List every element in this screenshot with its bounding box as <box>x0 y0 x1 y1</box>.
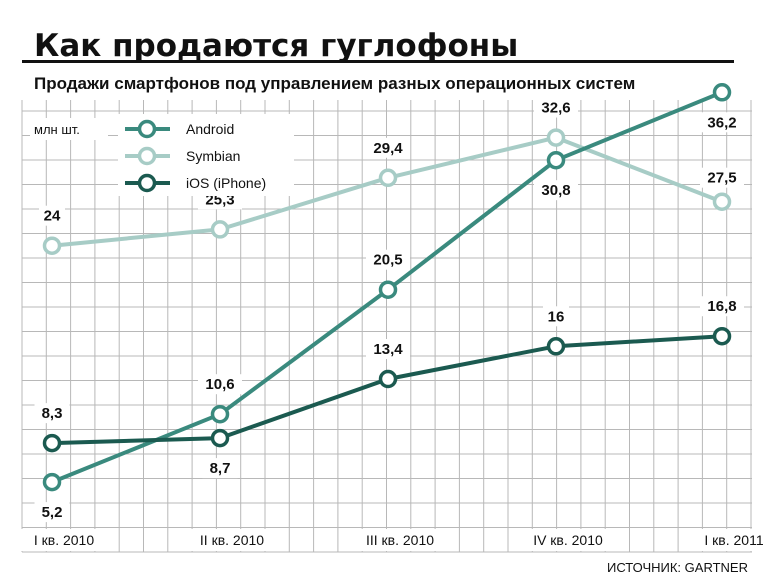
source-label: ИСТОЧНИК: GARTNER <box>607 560 748 575</box>
data-label-android: 20,5 <box>373 252 402 269</box>
data-label-background <box>366 249 410 270</box>
x-tick-background <box>348 529 452 551</box>
data-label-background <box>39 205 65 226</box>
x-tick-background <box>20 529 108 551</box>
chart-title: Как продаются гуглофоны <box>34 28 518 64</box>
data-label-background <box>534 180 578 201</box>
x-axis: I кв. 2010 II кв. 2010 III кв. 2010 IV кв. … <box>20 529 768 551</box>
data-label-group: 24 <box>39 205 65 226</box>
y-unit-label: млн шт. <box>34 122 80 137</box>
data-label-background <box>700 112 744 133</box>
data-label-ios-iphone: 8,7 <box>210 460 231 477</box>
legend-label-symbian: Symbian <box>186 148 240 164</box>
data-label-symbian: 24 <box>44 208 61 225</box>
x-tick-label: II кв. 2010 <box>200 532 264 548</box>
data-label-group: 27,5 <box>700 167 744 188</box>
legend-marker-android <box>137 119 157 139</box>
data-label-background <box>534 97 578 118</box>
data-point-symbian <box>42 236 62 255</box>
title-underline <box>22 60 734 63</box>
data-label-android: 5,2 <box>42 504 63 521</box>
data-label-group: 10,6 <box>198 374 242 395</box>
data-label-symbian: 27,5 <box>707 170 736 187</box>
data-label-background <box>34 502 70 523</box>
data-point-ios-iphone <box>712 326 732 346</box>
legend-label-android: Android <box>186 121 234 137</box>
data-point-ios-iphone <box>378 369 398 389</box>
data-point-android <box>210 404 230 424</box>
x-tick-background <box>520 529 616 551</box>
header-background <box>0 0 752 100</box>
data-label-group: 16 <box>543 306 569 327</box>
data-point-android <box>42 472 62 492</box>
data-label-background <box>34 403 70 424</box>
data-point-android <box>712 83 732 102</box>
data-point-ios-iphone <box>42 433 62 453</box>
legend-label-ios-iphone: iOS (iPhone) <box>186 175 266 191</box>
data-label-symbian: 29,4 <box>373 140 403 157</box>
data-point-android <box>546 150 566 170</box>
data-label-group: 8,7 <box>202 458 238 479</box>
legend-marker-ios-iphone <box>137 173 157 193</box>
data-label-background <box>366 338 410 359</box>
x-tick-label: III кв. 2010 <box>366 532 434 548</box>
data-label-group: 20,5 <box>366 249 410 270</box>
data-point-android <box>378 280 398 299</box>
data-label-group: 36,2 <box>700 112 744 133</box>
data-point-symbian <box>712 192 732 211</box>
data-label-group: 13,4 <box>366 338 410 359</box>
data-point-symbian <box>210 220 230 239</box>
data-label-background <box>700 296 744 317</box>
data-point-symbian <box>546 128 566 147</box>
data-label-background <box>543 306 569 327</box>
data-label-group: 29,4 <box>366 137 410 158</box>
data-label-background <box>202 458 238 479</box>
data-label-group: 30,8 <box>534 180 578 201</box>
series-layer: 5,210,620,530,836,22425,329,432,627,58,3… <box>34 83 744 523</box>
data-label-background <box>366 137 410 158</box>
data-label-ios-iphone: 13,4 <box>373 341 403 358</box>
data-label-ios-iphone: 16,8 <box>707 298 736 315</box>
data-label-android: 30,8 <box>541 182 570 199</box>
data-label-group: 5,2 <box>34 502 70 523</box>
data-label-group: 16,8 <box>700 296 744 317</box>
x-tick-label: I кв. 2011 <box>704 532 763 548</box>
x-tick-label: I кв. 2010 <box>34 532 94 548</box>
data-label-android: 10,6 <box>205 376 234 393</box>
data-label-group: 32,6 <box>534 97 578 118</box>
data-label-group: 8,3 <box>34 403 70 424</box>
unit-label-background <box>30 118 108 140</box>
source-background <box>628 557 750 577</box>
x-tick-label: IV кв. 2010 <box>533 532 603 548</box>
x-tick-background <box>690 529 768 551</box>
data-label-android: 36,2 <box>707 114 736 131</box>
legend-marker-symbian <box>137 146 157 166</box>
data-label-ios-iphone: 16 <box>548 308 565 325</box>
data-point-symbian <box>378 168 398 188</box>
data-label-symbian: 32,6 <box>541 100 570 117</box>
data-label-background <box>700 167 744 188</box>
data-point-ios-iphone <box>546 337 566 356</box>
data-point-ios-iphone <box>210 428 230 448</box>
data-label-background <box>198 374 242 395</box>
data-label-ios-iphone: 8,3 <box>42 405 63 422</box>
chart-subtitle: Продажи смартфонов под управлением разны… <box>34 74 635 93</box>
legend: Android Symbian iOS (iPhone) <box>118 114 294 196</box>
x-tick-background <box>184 529 280 551</box>
